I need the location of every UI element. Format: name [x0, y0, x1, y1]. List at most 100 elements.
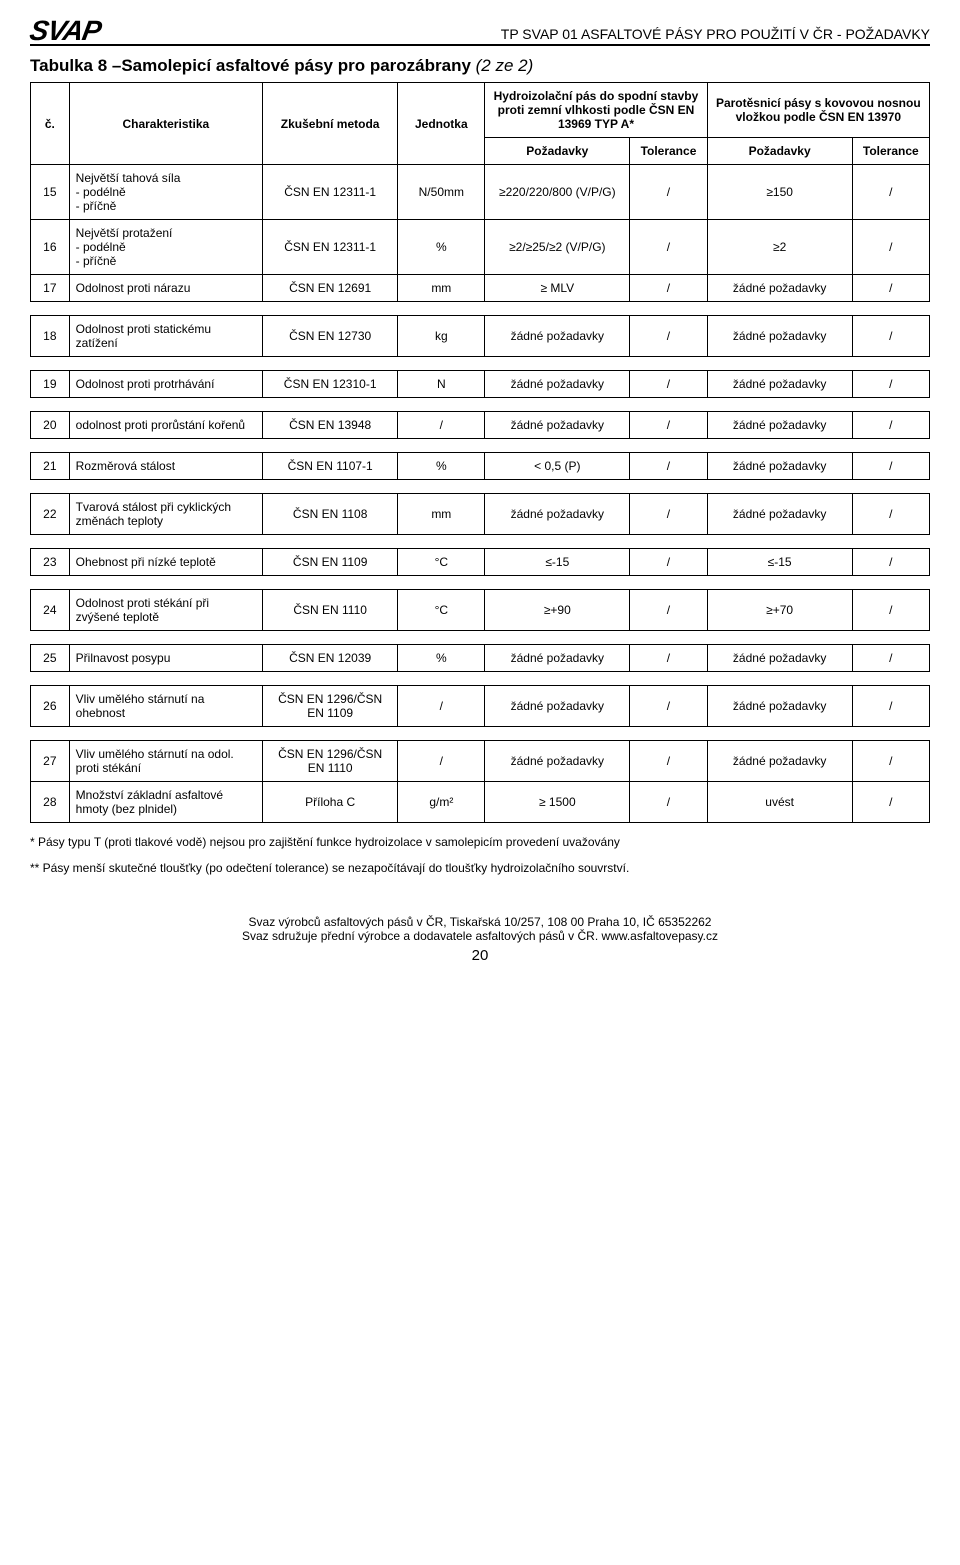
spacer-row — [31, 727, 930, 741]
table-cell: žádné požadavky — [707, 275, 852, 302]
table-cell: 17 — [31, 275, 70, 302]
table-cell: N/50mm — [398, 165, 485, 220]
table-row: 23Ohebnost při nízké teplotěČSN EN 1109°… — [31, 549, 930, 576]
table-cell: % — [398, 645, 485, 672]
table-cell: ČSN EN 12311-1 — [262, 220, 397, 275]
th-char: Charakteristika — [69, 83, 262, 165]
table-cell: žádné požadavky — [707, 412, 852, 439]
table-cell: Vliv umělého stárnutí na odol. proti sté… — [69, 741, 262, 782]
table-cell: žádné požadavky — [485, 316, 630, 357]
table-row: 27Vliv umělého stárnutí na odol. proti s… — [31, 741, 930, 782]
spacer-row — [31, 672, 930, 686]
table-cell: / — [852, 220, 929, 275]
table-cell: 20 — [31, 412, 70, 439]
table-cell: / — [630, 316, 707, 357]
table-cell: ČSN EN 13948 — [262, 412, 397, 439]
table-cell: žádné požadavky — [485, 741, 630, 782]
table-cell: odolnost proti prorůstání kořenů — [69, 412, 262, 439]
table-cell: / — [630, 494, 707, 535]
logo: SVAP — [30, 20, 100, 42]
table-cell: mm — [398, 494, 485, 535]
table-cell: / — [630, 453, 707, 480]
table-cell: Odolnost proti statickému zatížení — [69, 316, 262, 357]
table-cell: žádné požadavky — [707, 494, 852, 535]
table-cell: žádné požadavky — [485, 412, 630, 439]
table-cell: 19 — [31, 371, 70, 398]
table-cell: g/m² — [398, 782, 485, 823]
th-group-a: Hydroizolační pás do spodní stavby proti… — [485, 83, 707, 138]
table-body: 15Největší tahová síla - podélně - příčn… — [31, 165, 930, 823]
table-cell: / — [852, 741, 929, 782]
table-cell: 24 — [31, 590, 70, 631]
table-cell: ≥150 — [707, 165, 852, 220]
doc-title: TP SVAP 01 ASFALTOVÉ PÁSY PRO POUŽITÍ V … — [501, 26, 930, 42]
table-cell: ≤-15 — [485, 549, 630, 576]
table-row: 22Tvarová stálost při cyklických změnách… — [31, 494, 930, 535]
spacer-row — [31, 302, 930, 316]
page-number: 20 — [30, 947, 930, 964]
table-cell: žádné požadavky — [707, 316, 852, 357]
footer-line-1: Svaz výrobců asfaltových pásů v ČR, Tisk… — [30, 915, 930, 929]
table-cell: Ohebnost při nízké teplotě — [69, 549, 262, 576]
table-cell: / — [630, 741, 707, 782]
footer: Svaz výrobců asfaltových pásů v ČR, Tisk… — [30, 915, 930, 964]
table-cell: / — [852, 165, 929, 220]
table-cell: žádné požadavky — [485, 494, 630, 535]
table-cell: kg — [398, 316, 485, 357]
table-cell: / — [852, 453, 929, 480]
footnote-1: * Pásy typu T (proti tlakové vodě) nejso… — [30, 835, 930, 849]
table-cell: °C — [398, 549, 485, 576]
data-table: č. Charakteristika Zkušební metoda Jedno… — [30, 82, 930, 823]
table-cell: / — [852, 686, 929, 727]
table-row: 18Odolnost proti statickému zatíženíČSN … — [31, 316, 930, 357]
table-row: 17Odolnost proti nárazuČSN EN 12691mm≥ M… — [31, 275, 930, 302]
table-cell: / — [630, 412, 707, 439]
table-cell: N — [398, 371, 485, 398]
table-cell: ČSN EN 1107-1 — [262, 453, 397, 480]
table-cell: / — [398, 686, 485, 727]
table-row: 26Vliv umělého stárnutí na ohebnostČSN E… — [31, 686, 930, 727]
spacer-row — [31, 439, 930, 453]
table-cell: Příloha C — [262, 782, 397, 823]
table-cell: Odolnost proti nárazu — [69, 275, 262, 302]
table-cell: žádné požadavky — [707, 741, 852, 782]
th-tol-a: Tolerance — [630, 138, 707, 165]
table-cell: žádné požadavky — [485, 371, 630, 398]
table-cell: ČSN EN 1108 — [262, 494, 397, 535]
table-cell: / — [852, 549, 929, 576]
table-cell: ≥+90 — [485, 590, 630, 631]
table-cell: 21 — [31, 453, 70, 480]
table-cell: / — [630, 645, 707, 672]
table-row: 20odolnost proti prorůstání kořenůČSN EN… — [31, 412, 930, 439]
table-cell: 16 — [31, 220, 70, 275]
table-row: 28Množství základní asfaltové hmoty (bez… — [31, 782, 930, 823]
table-cell: / — [852, 412, 929, 439]
table-cell: / — [398, 412, 485, 439]
footnote-2: ** Pásy menší skutečné tloušťky (po odeč… — [30, 861, 930, 875]
table-cell: / — [852, 316, 929, 357]
table-cell: / — [630, 275, 707, 302]
table-cell: Největší tahová síla - podélně - příčně — [69, 165, 262, 220]
table-row: 21Rozměrová stálostČSN EN 1107-1%< 0,5 (… — [31, 453, 930, 480]
table-title-sub: (2 ze 2) — [476, 56, 534, 75]
table-cell: 28 — [31, 782, 70, 823]
table-cell: ≥ 1500 — [485, 782, 630, 823]
table-cell: / — [630, 165, 707, 220]
table-cell: žádné požadavky — [707, 371, 852, 398]
spacer-row — [31, 398, 930, 412]
table-row: 24Odolnost proti stékání při zvýšené tep… — [31, 590, 930, 631]
table-cell: / — [630, 549, 707, 576]
table-cell: 22 — [31, 494, 70, 535]
table-cell: 26 — [31, 686, 70, 727]
table-cell: / — [852, 645, 929, 672]
table-cell: ≤-15 — [707, 549, 852, 576]
table-title-main: Tabulka 8 –Samolepicí asfaltové pásy pro… — [30, 56, 476, 75]
table-cell: < 0,5 (P) — [485, 453, 630, 480]
th-req-a: Požadavky — [485, 138, 630, 165]
table-cell: Tvarová stálost při cyklických změnách t… — [69, 494, 262, 535]
spacer-row — [31, 535, 930, 549]
table-cell: 25 — [31, 645, 70, 672]
table-cell: / — [630, 782, 707, 823]
table-cell: / — [852, 782, 929, 823]
table-cell: žádné požadavky — [707, 686, 852, 727]
